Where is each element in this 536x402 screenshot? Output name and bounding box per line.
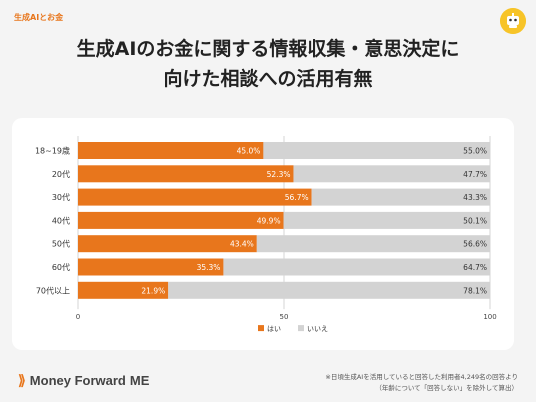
category-label: 30代 — [52, 192, 70, 202]
data-label-no: 47.7% — [463, 170, 487, 179]
bar-no — [168, 281, 490, 299]
category-label: 60代 — [52, 262, 70, 272]
bar-no — [311, 188, 490, 206]
title-line-1: 生成AIのお金に関する情報収集・意思決定に — [76, 38, 460, 60]
data-label-yes: 35.3% — [197, 263, 221, 272]
footnote-line-1: ※日頃生成AIを活用していると回答した利用者4,249名の回答より — [325, 373, 518, 381]
category-label: 18~19歳 — [35, 146, 70, 156]
bar-yes — [78, 258, 224, 276]
legend-label: はい — [267, 325, 281, 333]
footnote: ※日頃生成AIを活用していると回答した利用者4,249名の回答より （年齢につい… — [325, 372, 518, 394]
bar-yes — [78, 188, 312, 206]
chart-card: 18~19歳 45.0% 55.0% 20代 52.3% 47.7% 30代 56.7% 43.… — [12, 118, 514, 350]
category-label: 40代 — [52, 215, 70, 225]
data-label-no: 55.0% — [463, 147, 487, 156]
legend-label: いいえ — [307, 325, 328, 333]
bar-yes — [78, 165, 294, 183]
money-forward-mark-icon: ⟫ — [18, 372, 26, 388]
bar-yes — [78, 142, 264, 159]
data-label-yes: 43.4% — [230, 240, 254, 249]
x-tick-label: 0 — [76, 313, 80, 321]
data-label-yes: 49.9% — [257, 216, 281, 225]
legend-swatch — [258, 325, 264, 332]
category-label: 20代 — [52, 169, 70, 179]
data-label-no: 64.7% — [463, 263, 487, 272]
topic-tag: 生成AIとお金 — [14, 13, 64, 22]
x-tick-label: 50 — [280, 313, 289, 321]
data-label-yes: 21.9% — [141, 286, 165, 295]
bar-no — [223, 258, 490, 276]
title-line-2: 向けた相談への活用有無 — [163, 68, 373, 90]
brand-suffix: ME — [129, 373, 150, 388]
brand-name: Money Forward — [29, 373, 126, 388]
footnote-line-2: （年齢について「回答しない」を除外して算出） — [375, 384, 518, 392]
bar-no — [293, 165, 490, 183]
legend-swatch — [298, 325, 304, 332]
data-label-no: 43.3% — [463, 193, 487, 202]
brand-logo: ⟫ Money Forward ME — [18, 372, 149, 389]
robot-face-icon — [500, 8, 526, 34]
bar-no — [283, 211, 490, 229]
data-label-no: 50.1% — [463, 216, 487, 225]
data-label-no: 56.6% — [463, 240, 487, 249]
page-title: 生成AIのお金に関する情報収集・意思決定に 向けた相談への活用有無 — [0, 34, 536, 94]
bar-yes — [78, 235, 257, 253]
data-label-yes: 56.7% — [285, 193, 309, 202]
bar-no — [263, 142, 490, 159]
x-tick-label: 100 — [483, 313, 496, 321]
bar-no — [256, 235, 490, 253]
bar-yes — [78, 211, 284, 229]
bar-chart: 18~19歳 45.0% 55.0% 20代 52.3% 47.7% 30代 56.7% 43.… — [35, 136, 497, 333]
data-label-no: 78.1% — [463, 286, 487, 295]
data-label-yes: 52.3% — [267, 170, 291, 179]
category-label: 70代以上 — [36, 285, 70, 295]
category-label: 50代 — [52, 239, 70, 249]
data-label-yes: 45.0% — [237, 147, 261, 156]
bar-yes — [78, 281, 169, 299]
